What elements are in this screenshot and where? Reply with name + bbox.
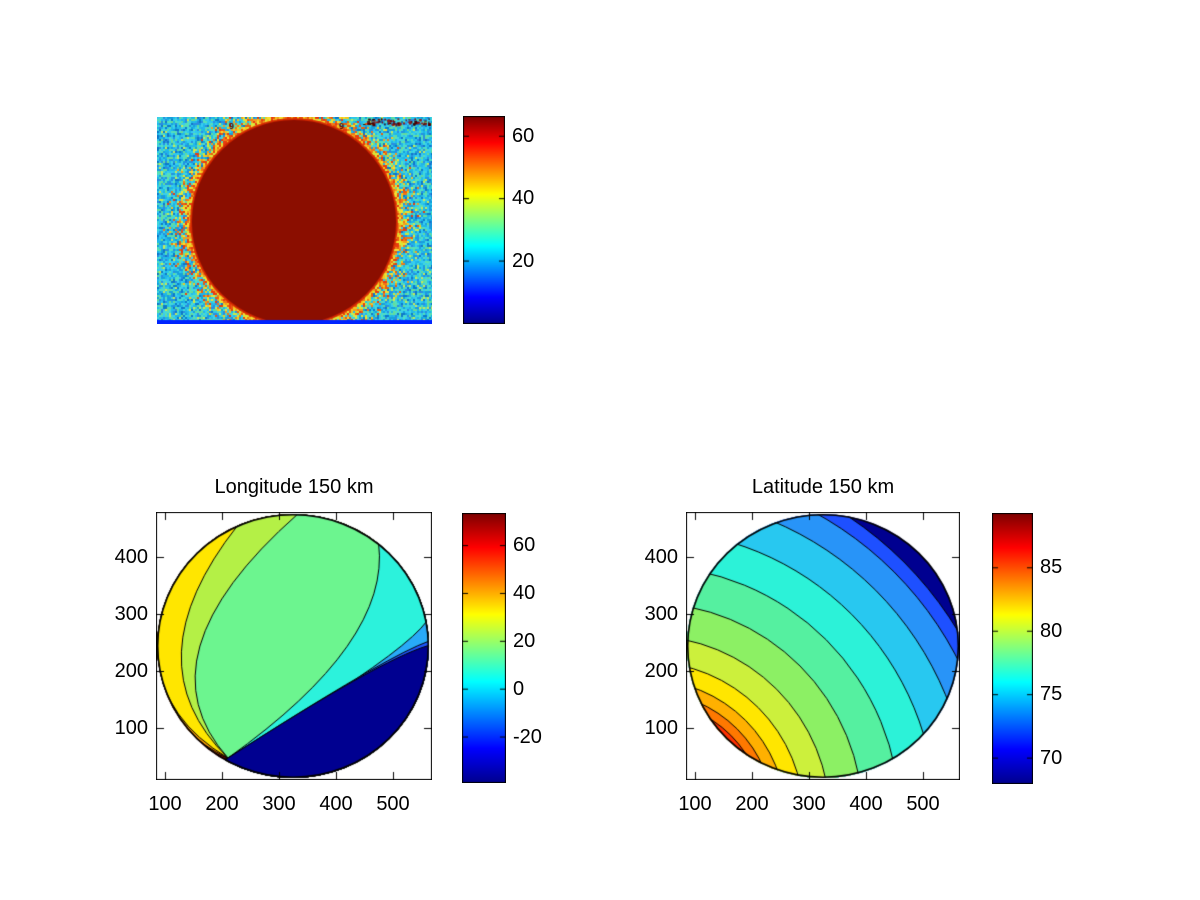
x-tick-label: 200 <box>205 793 239 815</box>
colorbar-tick-label: 20 <box>512 249 535 272</box>
colorbar-tick-label: 85 <box>1040 556 1063 579</box>
x-tick-label: 100 <box>678 793 712 815</box>
latitude-colorbar <box>992 513 1033 784</box>
colorbar-tick-label: 40 <box>513 581 536 604</box>
y-tick-label: 300 <box>644 603 678 625</box>
y-tick-label: 400 <box>644 546 678 568</box>
x-tick-label: 500 <box>906 793 940 815</box>
y-tick-label: 100 <box>114 717 148 739</box>
sky-image-canvas <box>157 117 432 324</box>
latitude-plot-title: Latitude 150 km <box>751 476 895 498</box>
colorbar-tick-label: 75 <box>1040 683 1063 706</box>
y-tick-label: 200 <box>644 660 678 682</box>
colorbar-tick-label: 80 <box>1040 619 1063 642</box>
x-tick-label: 300 <box>262 793 296 815</box>
x-tick-label: 200 <box>735 793 769 815</box>
colorbar-tick-label: 60 <box>513 534 536 557</box>
latitude-contour-canvas <box>686 512 960 780</box>
x-tick-label: 100 <box>148 793 182 815</box>
colorbar-tick-label: 0 <box>513 677 525 700</box>
colorbar-tick-label: 40 <box>512 187 535 210</box>
y-tick-label: 200 <box>114 660 148 682</box>
y-tick-label: 300 <box>114 603 148 625</box>
sky-image-colorbar <box>463 116 505 324</box>
longitude-contour-canvas <box>156 512 432 780</box>
x-tick-label: 400 <box>319 793 353 815</box>
colorbar-tick-label: 70 <box>1040 746 1063 769</box>
x-tick-label: 400 <box>849 793 883 815</box>
x-tick-label: 300 <box>792 793 826 815</box>
y-tick-label: 100 <box>644 717 678 739</box>
longitude-colorbar <box>462 513 506 783</box>
colorbar-tick-label: 60 <box>512 124 535 147</box>
colorbar-tick-label: 20 <box>513 629 536 652</box>
y-tick-label: 400 <box>114 546 148 568</box>
colorbar-tick-label: -20 <box>513 725 542 748</box>
longitude-plot-title: Longitude 150 km <box>214 476 374 498</box>
x-tick-label: 500 <box>376 793 410 815</box>
